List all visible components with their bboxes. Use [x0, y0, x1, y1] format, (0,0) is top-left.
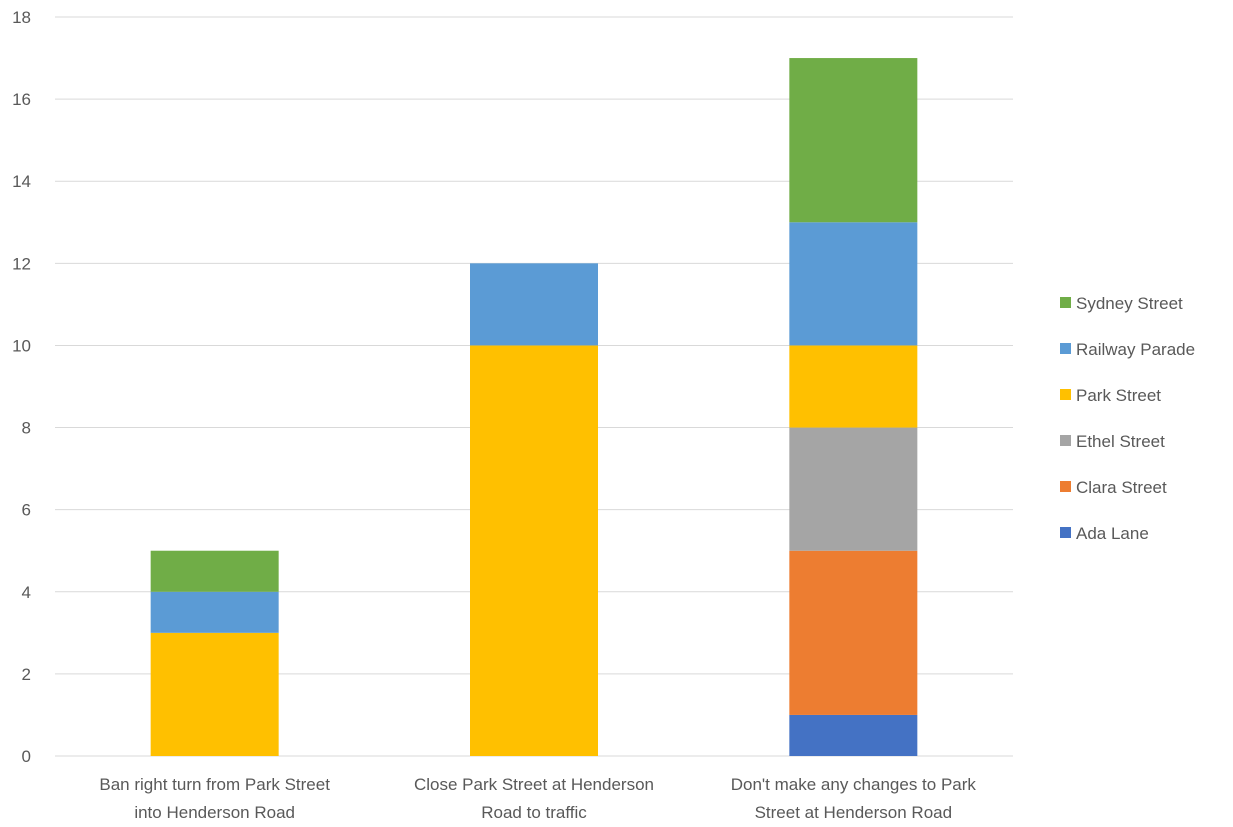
bar-segment-railway-parade — [150, 591, 279, 633]
bar-segment-ada-lane — [789, 714, 918, 756]
legend-swatch — [1060, 297, 1071, 308]
y-tick-label: 10 — [12, 336, 31, 355]
legend-label: Ada Lane — [1076, 524, 1149, 543]
y-tick-label: 16 — [12, 90, 31, 109]
bar-segment-park-street — [150, 632, 279, 756]
bar-segment-sydney-street — [789, 58, 918, 223]
x-axis-category-labels: Ban right turn from Park Street into Hend… — [99, 775, 976, 822]
legend-label: Clara Street — [1076, 478, 1167, 497]
legend-label: Ethel Street — [1076, 432, 1165, 451]
legend-label: Sydney Street — [1076, 294, 1183, 313]
y-tick-label: 18 — [12, 8, 31, 27]
x-category-label: Road to traffic — [481, 803, 587, 822]
y-tick-label: 0 — [22, 747, 31, 766]
legend-swatch — [1060, 481, 1071, 492]
x-category-label: Street at Henderson Road — [755, 803, 953, 822]
x-category-label: Ban right turn from Park Street — [99, 775, 330, 794]
legend-swatch — [1060, 389, 1071, 400]
bar-segment-park-street — [789, 345, 918, 428]
x-category-label: Don't make any changes to Park — [731, 775, 977, 794]
bar-segment-railway-parade — [789, 222, 918, 346]
bar-segment-park-street — [470, 345, 598, 756]
x-category-label: into Henderson Road — [134, 803, 295, 822]
y-tick-label: 6 — [22, 501, 31, 520]
legend-swatch — [1060, 343, 1071, 354]
bar-segment-railway-parade — [470, 263, 598, 346]
y-tick-label: 14 — [12, 172, 31, 191]
bar-segment-sydney-street — [150, 550, 279, 592]
legend-label: Park Street — [1076, 386, 1161, 405]
legend-label: Railway Parade — [1076, 340, 1195, 359]
y-tick-label: 4 — [22, 583, 31, 602]
x-category-label: Close Park Street at Henderson — [414, 775, 654, 794]
y-tick-label: 12 — [12, 254, 31, 273]
legend: Sydney Street Railway Parade Park Street Et… — [1060, 294, 1195, 543]
bar-segment-ethel-street — [789, 427, 918, 551]
legend-swatch — [1060, 527, 1071, 538]
legend-swatch — [1060, 435, 1071, 446]
y-axis-tick-labels: 0 2 4 6 8 10 12 14 16 18 — [12, 8, 31, 766]
y-tick-label: 2 — [22, 665, 31, 684]
bars — [150, 58, 918, 756]
y-tick-label: 8 — [22, 419, 31, 438]
bar-segment-clara-street — [789, 550, 918, 715]
